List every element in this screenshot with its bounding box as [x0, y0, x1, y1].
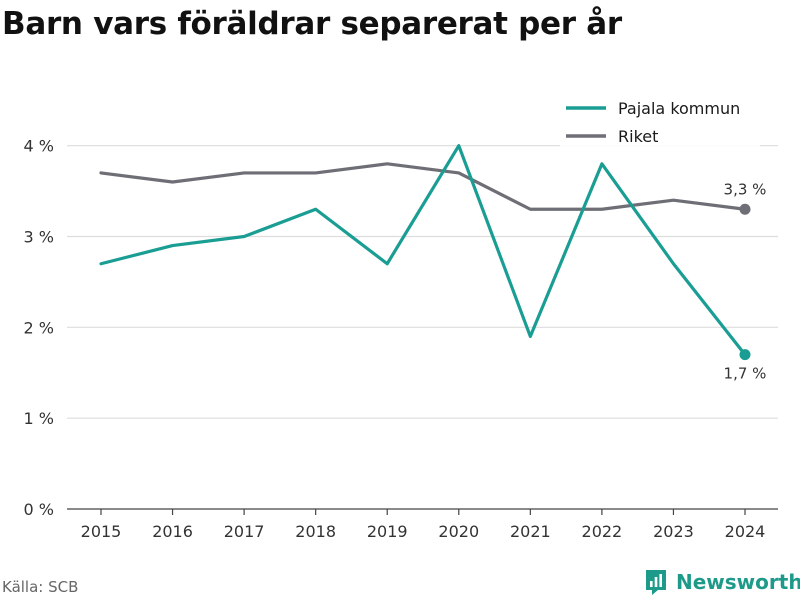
- end-value-label-pajala: 1,7 %: [724, 365, 767, 383]
- x-tick-label: 2022: [582, 522, 623, 541]
- end-value-label-riket: 3,3 %: [724, 180, 767, 198]
- x-tick-label: 2020: [438, 522, 479, 541]
- legend-label-pajala: Pajala kommun: [618, 99, 740, 118]
- x-tick-label: 2024: [725, 522, 766, 541]
- x-tick-label: 2018: [295, 522, 336, 541]
- brand-name: Newsworthy: [676, 570, 800, 594]
- y-tick-label: 1 %: [24, 409, 54, 428]
- y-tick-label: 0 %: [24, 500, 54, 519]
- x-tick-label: 2023: [653, 522, 694, 541]
- brand-logo[interactable]: Newsworthy: [644, 568, 800, 596]
- x-tick-label: 2019: [367, 522, 408, 541]
- x-tick-label: 2017: [224, 522, 265, 541]
- legend-label-riket: Riket: [618, 127, 658, 146]
- end-point-riket: [739, 203, 751, 215]
- y-tick-label: 3 %: [24, 228, 54, 247]
- source-note: Källa: SCB: [2, 578, 79, 596]
- x-tick-label: 2015: [81, 522, 122, 541]
- chart-title: Barn vars föräldrar separerat per år: [2, 6, 622, 42]
- x-tick-label: 2021: [510, 522, 551, 541]
- series-line-pajala: [99, 144, 747, 357]
- end-point-pajala: [739, 349, 751, 361]
- y-tick-label: 2 %: [24, 318, 54, 337]
- x-tick-label: 2016: [152, 522, 193, 541]
- newsworthy-logo-icon: [646, 570, 666, 595]
- y-tick-label: 4 %: [24, 137, 54, 156]
- series-line-riket: [99, 162, 747, 211]
